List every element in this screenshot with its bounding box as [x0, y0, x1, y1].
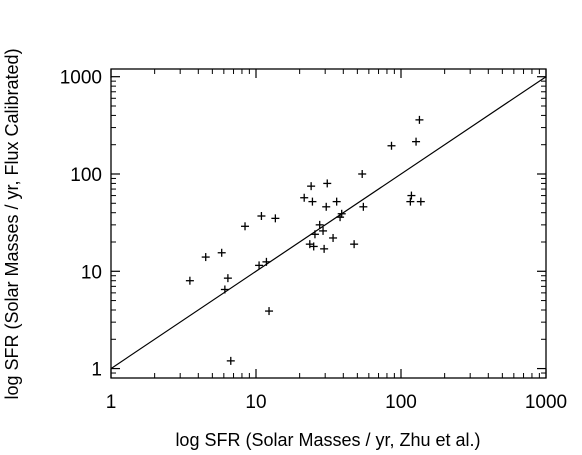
data-point [323, 179, 332, 188]
data-point [336, 213, 345, 222]
data-point [359, 202, 368, 211]
data-point [262, 257, 271, 266]
data-point [320, 244, 329, 253]
data-point [265, 307, 274, 316]
data-point [416, 197, 425, 206]
data-point [223, 274, 232, 283]
x-tick-label: 100 [385, 392, 417, 413]
data-points-group [185, 115, 425, 365]
data-point [257, 212, 266, 221]
data-point [201, 253, 210, 262]
data-point [220, 285, 229, 294]
x-tick-label: 1000 [525, 392, 567, 413]
y-tick-label: 10 [81, 262, 102, 283]
data-point [255, 261, 264, 270]
axis-ticks-group [110, 69, 547, 378]
data-point [309, 242, 318, 251]
data-point [300, 193, 309, 202]
data-point [310, 230, 319, 239]
x-axis-label: log SFR (Solar Masses / yr, Zhu et al.) [175, 430, 480, 450]
x-tick-label: 10 [245, 392, 266, 413]
data-point [358, 169, 367, 178]
data-point [332, 197, 341, 206]
y-tick-label: 1000 [60, 68, 102, 89]
data-point [217, 248, 226, 257]
y-tick-label: 1 [91, 360, 102, 381]
data-point [271, 214, 280, 223]
y-tick-label: 100 [70, 165, 102, 186]
data-point [226, 356, 235, 365]
data-point [315, 220, 324, 229]
x-tick-label: 1 [106, 392, 117, 413]
plot-frame [110, 68, 547, 379]
data-point [185, 276, 194, 285]
data-point [308, 197, 317, 206]
y-axis-label: log SFR (Solar Masses / yr, Flux Calibra… [2, 48, 22, 399]
data-point [307, 182, 316, 191]
data-point [406, 197, 415, 206]
data-point [319, 226, 328, 235]
data-point [412, 137, 421, 146]
data-point [387, 141, 396, 150]
reference-line-group [110, 76, 547, 370]
data-point [322, 202, 331, 211]
data-point [241, 222, 250, 231]
data-point [350, 240, 359, 249]
data-point [407, 191, 416, 200]
tick-labels-group: 1 10 100 1000 1 10 100 1000 [60, 68, 567, 413]
data-point [337, 209, 346, 218]
data-point [415, 115, 424, 124]
data-point [329, 233, 338, 242]
reference-line-one-to-one [110, 76, 547, 370]
